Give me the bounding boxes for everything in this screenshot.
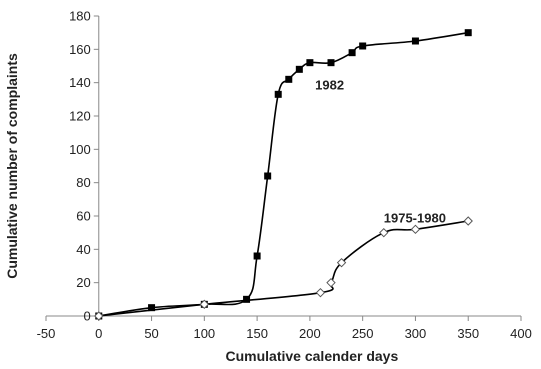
x-tick-label: 100 — [193, 326, 215, 341]
data-point-1982 — [348, 49, 356, 57]
series-line-1982 — [98, 31, 469, 317]
data-point-1982 — [285, 75, 293, 83]
data-point-1982 — [264, 172, 272, 180]
x-tick-label: 150 — [246, 326, 268, 341]
data-point-1975-1980 — [379, 227, 389, 238]
data-point-1982 — [253, 252, 261, 260]
y-tick-label: 160 — [69, 42, 91, 57]
data-point-1975-1980 — [94, 311, 104, 321]
data-point-1982 — [327, 59, 335, 67]
data-point-1975-1980 — [315, 287, 326, 298]
data-point-1982 — [359, 42, 367, 50]
series-lines — [98, 31, 469, 317]
x-tick-label: 250 — [352, 326, 374, 341]
y-tick-label: 40 — [76, 242, 90, 257]
x-tick-label: 350 — [457, 326, 479, 341]
data-point-1982 — [306, 59, 314, 67]
y-tick-label: 100 — [69, 142, 91, 157]
x-axis-ticks: -50 0 50 100 150 200 250 300 350 400 — [37, 316, 532, 341]
data-point-1982 — [274, 90, 282, 98]
data-point-1975-1980 — [336, 257, 347, 268]
data-point-1982 — [411, 37, 419, 45]
x-tick-label: 0 — [95, 326, 102, 341]
y-axis-title: Cumulative number of complaints — [4, 53, 20, 279]
axes — [46, 16, 521, 317]
x-tick-label: -50 — [37, 326, 56, 341]
y-tick-label: 180 — [69, 9, 91, 24]
series-line-1975-1980 — [98, 220, 469, 317]
x-axis-title: Cumulative calender days — [226, 348, 399, 364]
y-tick-label: 0 — [84, 309, 91, 324]
data-point-1982 — [148, 304, 156, 312]
x-tick-label: 300 — [405, 326, 427, 341]
y-tick-label: 20 — [76, 275, 90, 290]
data-point-1975-1980 — [410, 224, 421, 235]
y-tick-label: 80 — [76, 175, 90, 190]
data-point-1975-1980 — [326, 277, 336, 288]
y-tick-label: 120 — [69, 109, 91, 124]
data-point-1982 — [295, 65, 303, 73]
series-markers — [94, 29, 473, 321]
y-tick-label: 140 — [69, 75, 91, 90]
y-tick-label: 60 — [76, 209, 90, 224]
data-point-1982 — [464, 29, 472, 37]
series-label-1975-1980: 1975-1980 — [384, 211, 446, 226]
data-point-1975-1980 — [463, 216, 473, 226]
x-tick-label: 50 — [144, 326, 158, 341]
series-label-1982: 1982 — [315, 77, 344, 92]
data-point-1975-1980 — [199, 299, 210, 310]
data-point-1982 — [243, 295, 251, 303]
series-labels: 1982 1975-1980 — [315, 77, 446, 225]
x-tick-label: 400 — [510, 326, 532, 341]
x-tick-label: 200 — [299, 326, 321, 341]
y-axis-ticks: 0 20 40 60 80 100 120 140 160 180 — [69, 9, 99, 324]
